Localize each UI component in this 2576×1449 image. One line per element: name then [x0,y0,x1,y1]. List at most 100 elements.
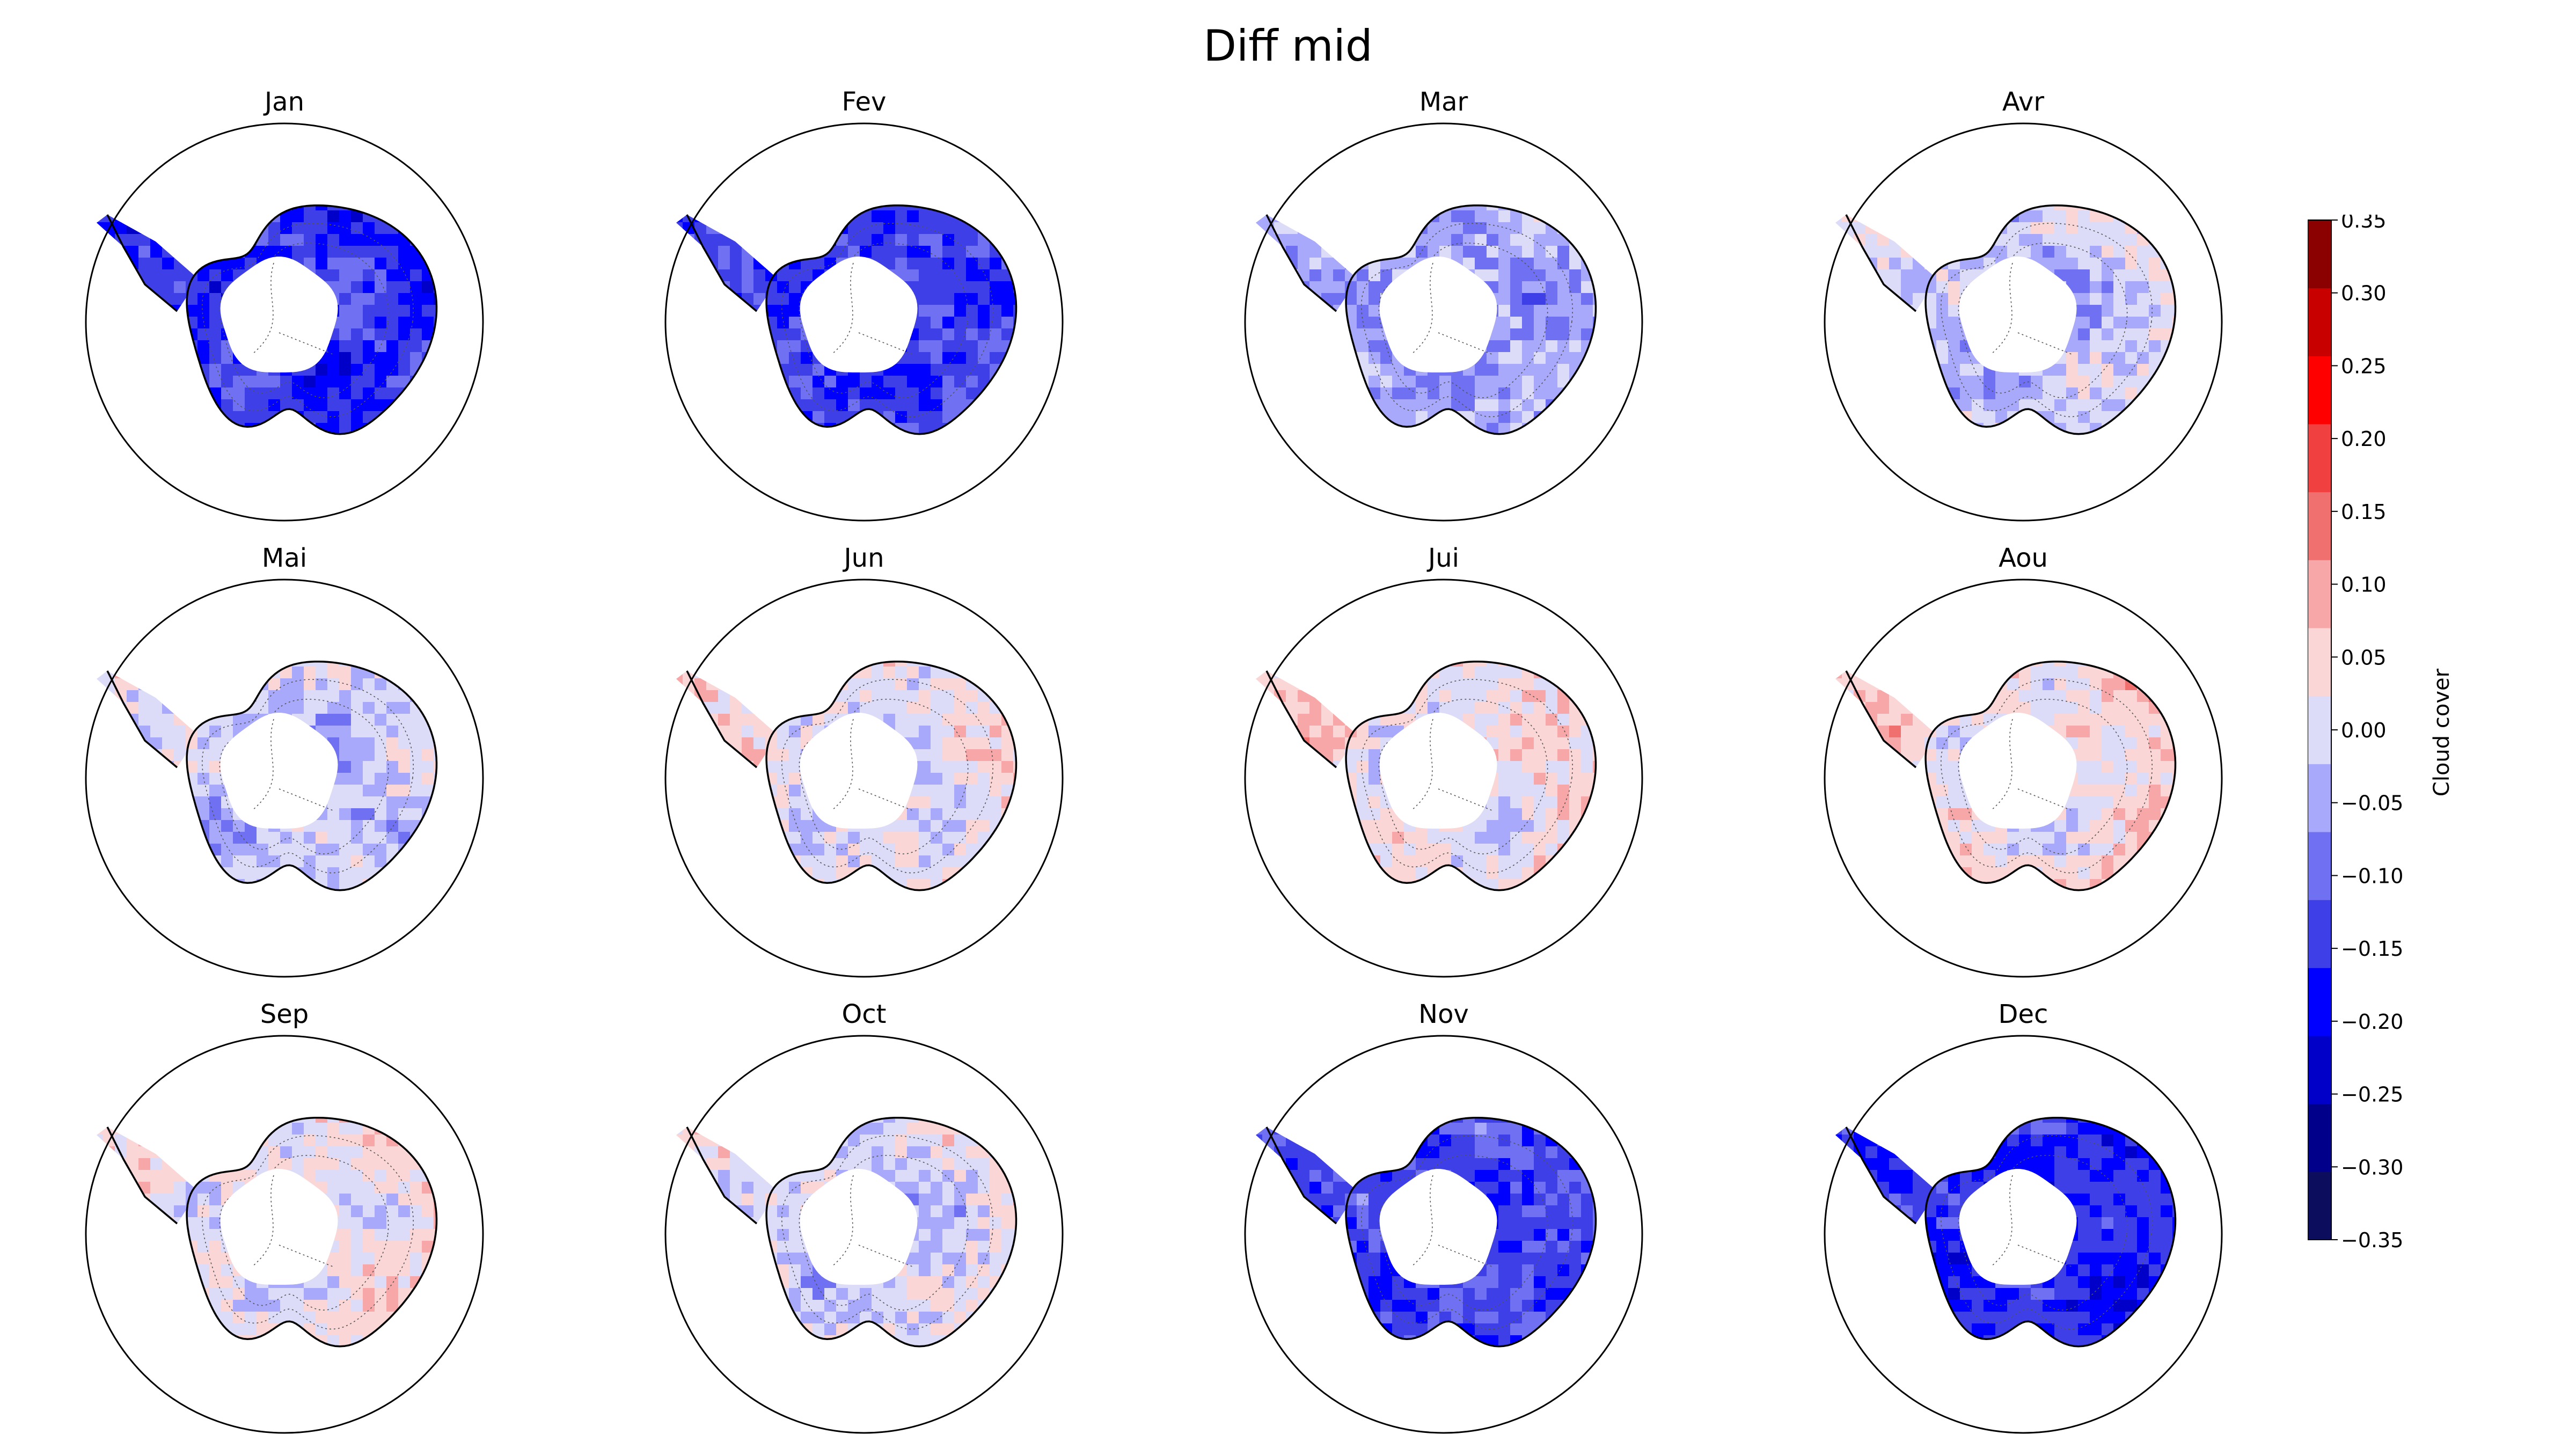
field-cell [1345,376,1357,388]
field-cell [1309,210,1322,223]
field-cell [1333,163,1345,175]
field-cell [1984,399,1996,412]
field-cell [174,423,186,434]
field-cell [363,773,375,785]
field-cell [1877,317,1890,329]
field-cell [209,690,222,702]
field-cell [990,205,1002,211]
field-cell [1256,423,1263,434]
field-cell [422,702,434,714]
field-cell [718,210,730,223]
field-cell [268,631,281,643]
field-cell [990,447,1002,459]
field-cell [718,163,730,175]
field-cell [386,364,399,376]
field-cell [138,667,151,679]
field-cell [150,494,163,506]
field-cell [1013,340,1016,353]
field-cell [895,222,908,235]
field-cell [883,140,896,152]
field-cell [2102,482,2114,494]
field-cell [292,832,304,844]
field-cell [375,785,387,797]
field-cell [872,494,884,506]
field-cell [410,678,422,691]
field-cell [1286,447,1298,459]
field-cell [2090,210,2102,223]
field-cell [966,305,978,317]
field-cell [2078,151,2090,164]
field-cell [375,773,387,785]
field-cell [1865,175,1878,187]
field-cell [434,246,437,258]
field-cell [1984,470,1996,482]
field-cell [1593,494,1605,506]
field-cell [1049,199,1061,211]
field-cell [127,305,139,317]
field-cell [233,596,245,608]
field-cell [1274,175,1286,187]
field-cell [434,714,437,726]
field-cell [2113,458,2126,471]
field-cell [872,246,884,258]
field-cell [1877,352,1890,364]
field-cell [2031,175,2043,187]
field-cell [398,702,411,714]
field-cell [753,411,766,423]
field-cell [2031,399,2043,412]
field-cell [2031,447,2043,459]
field-cell [304,246,316,258]
field-cell [683,293,695,305]
field-cell [718,258,730,270]
field-cell [280,832,292,844]
field-cell [445,317,458,329]
field-cell [1463,482,1475,494]
field-cell [2054,482,2067,494]
field-cell [434,820,437,832]
field-cell [233,608,245,620]
field-cell [280,678,292,691]
field-cell [138,702,151,714]
field-cell [1995,376,2008,388]
field-cell [1463,210,1475,223]
field-cell [1037,447,1049,459]
field-cell [1628,399,1641,412]
field-cell [1557,293,1570,305]
field-cell [351,832,363,844]
field-cell [292,470,304,482]
field-cell [434,832,437,844]
field-cell [363,258,375,270]
field-cell [2066,387,2079,400]
field-cell [398,867,411,880]
field-cell [138,328,151,341]
field-cell [1001,140,1014,152]
field-cell [966,494,978,506]
field-cell [1463,258,1475,270]
field-cell [753,447,766,459]
field-cell [2019,175,2031,187]
field-cell [127,678,139,691]
field-cell [1333,340,1345,353]
field-cell [919,447,931,459]
field-cell [2149,281,2161,294]
field-cell [1286,470,1298,482]
field-cell [434,631,446,643]
field-cell [1854,222,1866,235]
field-cell [327,879,340,890]
field-cell [1924,210,1937,223]
field-cell [304,690,316,702]
field-cell [1593,163,1605,175]
field-cell [97,281,104,294]
field-cell [422,761,434,773]
field-cell [1948,447,1960,459]
field-cell [907,423,919,434]
field-cell [1546,258,1558,270]
field-cell [316,411,328,423]
field-cell [1865,470,1878,482]
field-cell [1842,205,1854,211]
field-cell [931,210,943,223]
field-cell [316,222,328,235]
field-cell [2208,269,2220,282]
field-cell [186,844,198,856]
field-cell [718,494,730,506]
